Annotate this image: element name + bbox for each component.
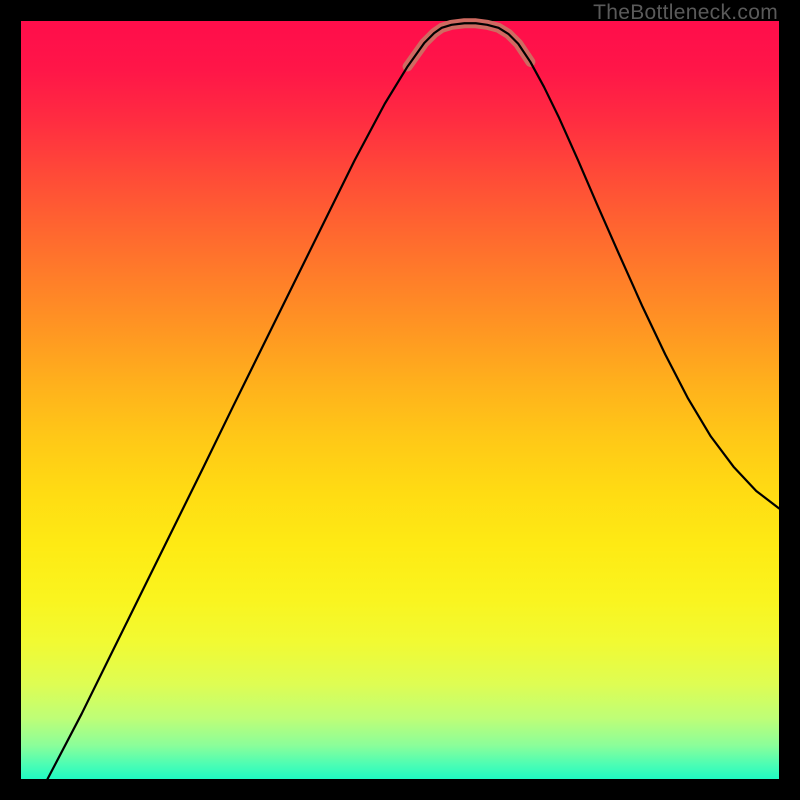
curve-layer: [21, 21, 779, 779]
chart-stage: TheBottleneck.com: [0, 0, 800, 800]
plot-area: [21, 21, 779, 779]
highlight-segment: [408, 23, 531, 66]
value-curve: [48, 23, 779, 779]
